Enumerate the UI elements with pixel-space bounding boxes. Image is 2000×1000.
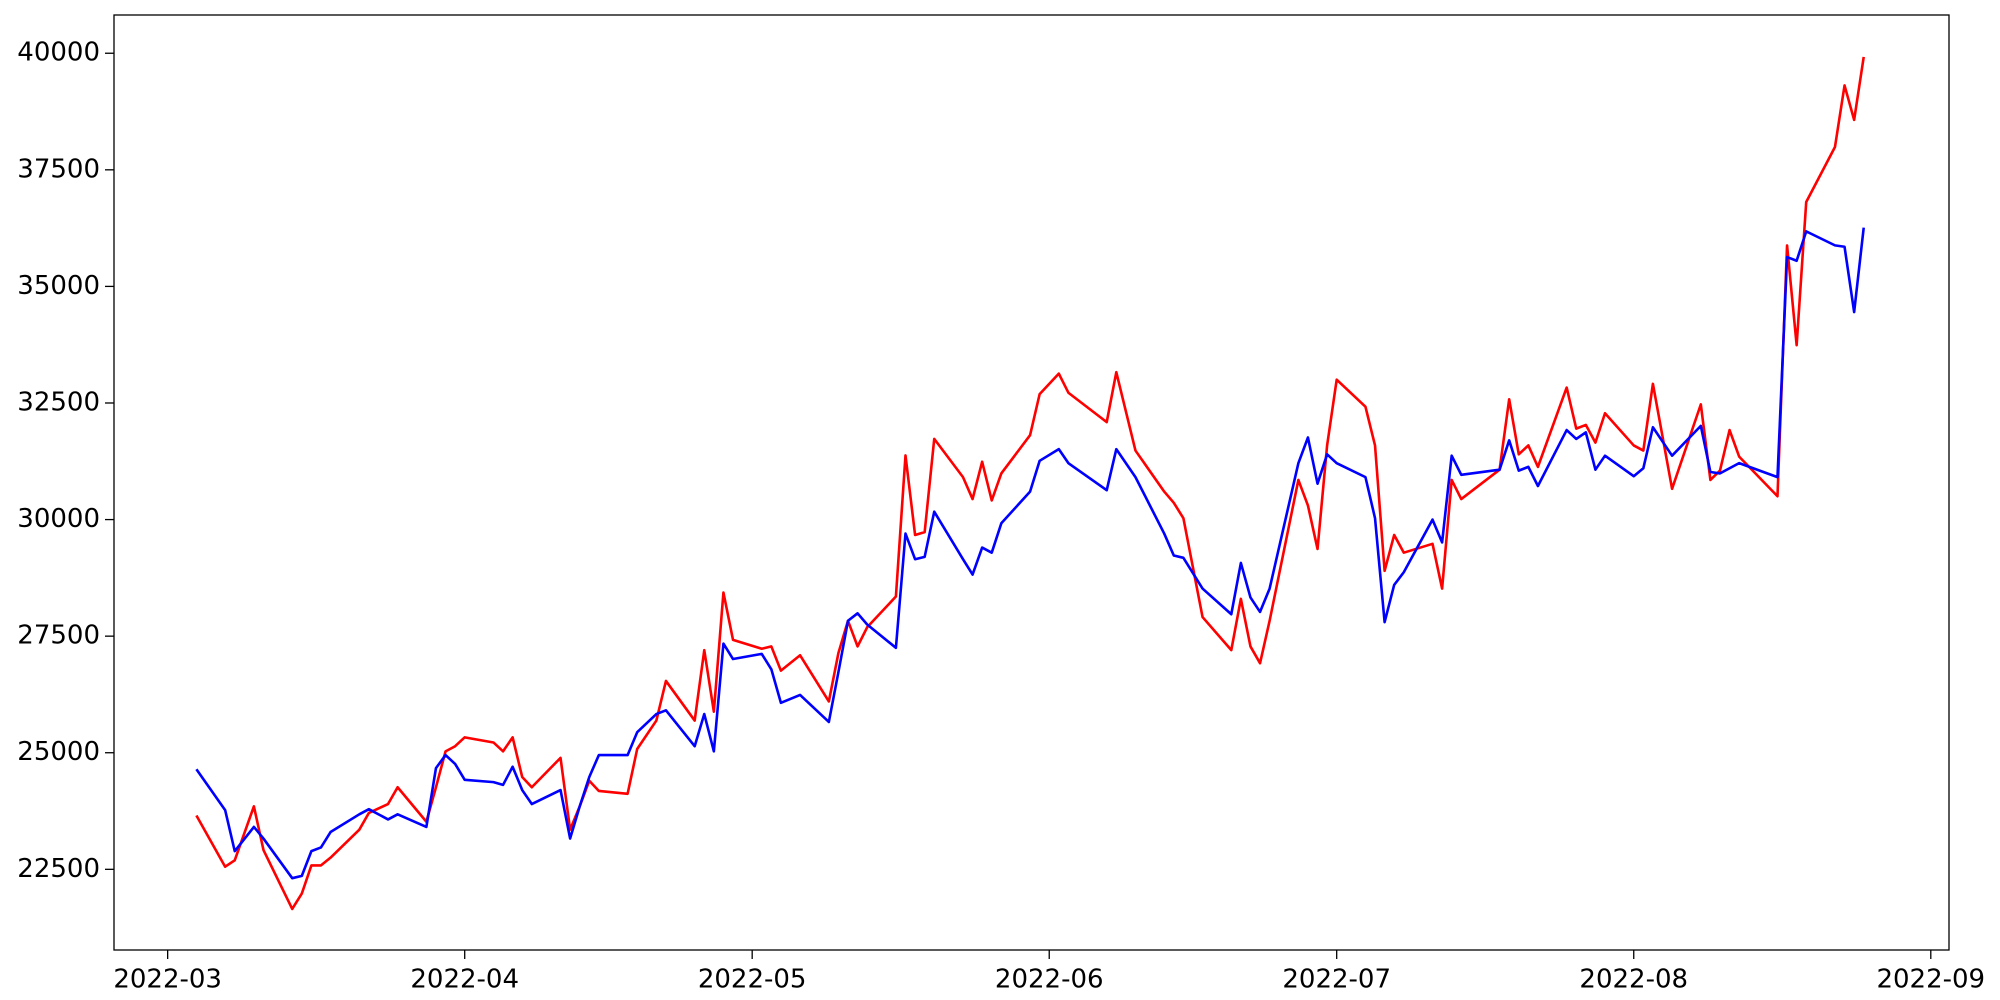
y-tick-label: 22500 — [17, 854, 100, 884]
y-tick-label: 27500 — [17, 621, 100, 651]
y-tick-label: 30000 — [17, 504, 100, 534]
y-tick-label: 25000 — [17, 737, 100, 767]
x-tick-label: 2022-05 — [698, 965, 807, 995]
series-line — [195, 56, 1866, 911]
x-tick-label: 2022-08 — [1579, 965, 1688, 995]
y-tick-label: 40000 — [17, 38, 100, 68]
y-tick-label: 35000 — [17, 271, 100, 301]
y-tick-label: 37500 — [17, 154, 100, 184]
x-tick-label: 2022-09 — [1876, 965, 1985, 995]
y-tick-label: 32500 — [17, 387, 100, 417]
x-tick-label: 2022-04 — [410, 965, 519, 995]
plot-frame — [113, 14, 1950, 951]
x-tick-label: 2022-07 — [1282, 965, 1391, 995]
series-line — [195, 227, 1866, 880]
x-tick-label: 2022-03 — [113, 965, 222, 995]
x-tick-label: 2022-06 — [995, 965, 1104, 995]
